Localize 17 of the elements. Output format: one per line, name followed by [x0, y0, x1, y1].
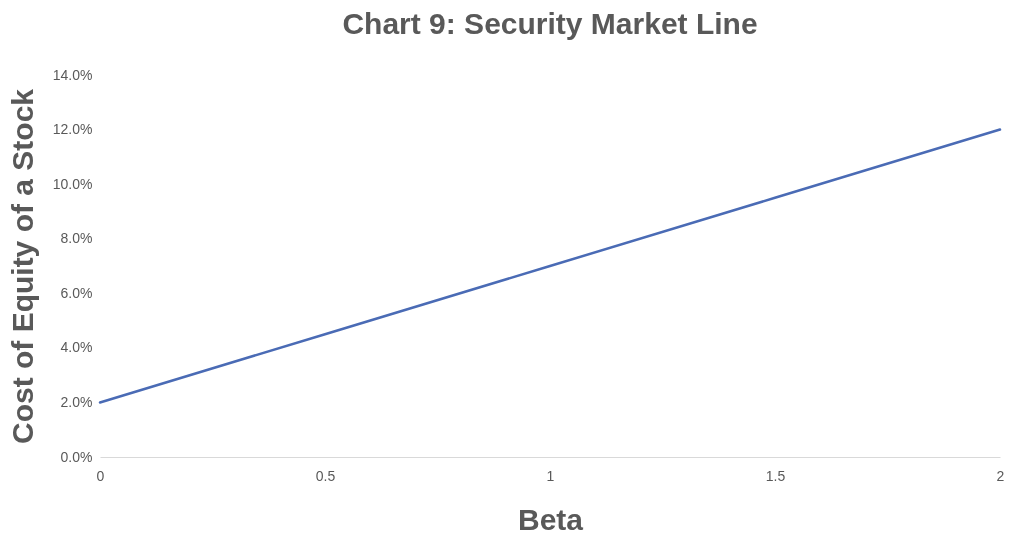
y-tick-label: 14.0% — [52, 66, 93, 83]
x-tick-label: 0.5 — [315, 467, 336, 484]
x-tick-label: 1 — [546, 467, 555, 484]
x-tick-label: 0 — [96, 467, 105, 484]
y-axis-title: Cost of Equity of a Stock — [5, 88, 39, 445]
x-axis-title: Beta — [517, 502, 584, 536]
y-tick-label: 10.0% — [52, 175, 93, 192]
line-series — [98, 128, 1002, 404]
y-tick-label: 6.0% — [60, 284, 93, 301]
y-tick-label: 8.0% — [60, 230, 93, 247]
x-tick-label: 2 — [996, 467, 1005, 484]
y-tick-label: 4.0% — [60, 339, 93, 356]
y-tick-label: 12.0% — [52, 121, 93, 138]
y-tick-label: 2.0% — [60, 393, 93, 410]
chart-title: Chart 9: Security Market Line — [342, 7, 758, 40]
y-tick-label: 0.0% — [60, 448, 93, 465]
x-tick-label: 1.5 — [765, 467, 786, 484]
